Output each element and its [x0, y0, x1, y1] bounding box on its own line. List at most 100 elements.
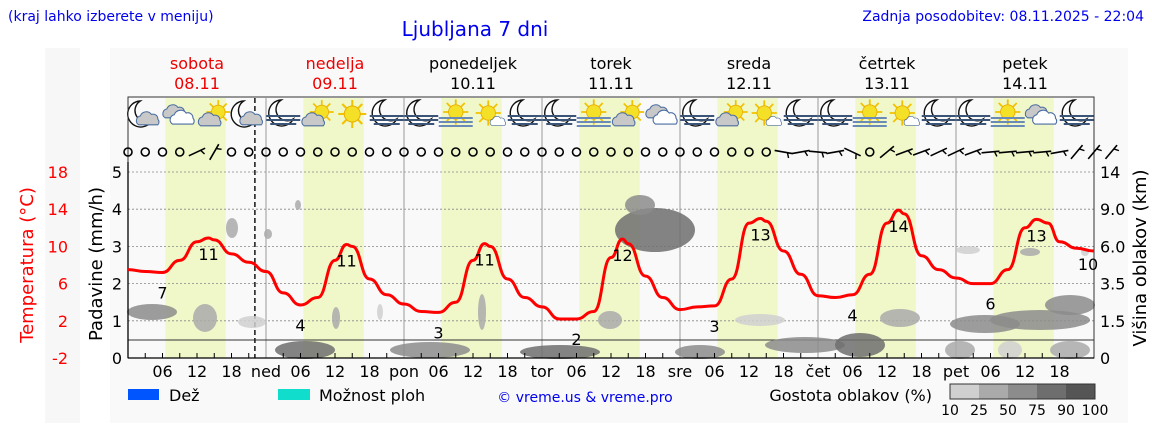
location-hint: (kraj lahko izberete v meniju)	[8, 9, 214, 25]
cloud-density-blob	[238, 316, 266, 328]
cloud-density-colorbar	[949, 383, 1096, 400]
wind-calm-icon	[364, 147, 375, 157]
legend-label-showers: Možnost ploh	[319, 386, 425, 405]
cloud-density-swatch	[1037, 384, 1066, 399]
wind-barb-icon	[1070, 144, 1085, 160]
cloud-density-tick: 10	[941, 403, 959, 419]
wind-calm-icon	[709, 147, 720, 157]
legend-swatch-rain	[128, 389, 159, 400]
wind-calm-icon	[537, 147, 547, 157]
cloud-density-blob	[478, 294, 486, 330]
x-day-label: tor	[531, 362, 554, 381]
cloud-density-swatch	[1008, 384, 1037, 399]
temp-label: 7	[157, 283, 167, 302]
cloud-density-label: Gostota oblakov (%)	[769, 386, 932, 405]
wind-calm-icon	[606, 147, 616, 157]
cloud-density-blob	[520, 345, 600, 359]
x-tick-label: 12	[739, 362, 759, 381]
wind-calm-icon	[295, 147, 306, 157]
wind-calm-icon	[347, 147, 358, 157]
wind-barb-icon	[808, 150, 828, 158]
wind-calm-icon	[416, 147, 427, 157]
wind-calm-icon	[140, 147, 151, 157]
day-date: 11.11	[588, 74, 634, 93]
cloud-density-blob	[990, 310, 1090, 330]
last-updated: Zadnja posodobitev: 08.11.2025 - 22:04	[862, 9, 1144, 25]
wind-calm-icon	[571, 147, 582, 157]
day-date: 13.11	[864, 74, 910, 93]
temp-axis-title: Temperatura (°C)	[17, 187, 38, 344]
day-date: 12.11	[726, 74, 772, 93]
cloud-density-tick: 25	[970, 403, 988, 419]
wind-barb-icon	[1104, 144, 1120, 160]
cloud-height-tick-label: 6.0	[1100, 237, 1125, 256]
x-tick-label: 18	[497, 362, 517, 381]
cloud-density-blob	[675, 345, 725, 359]
wind-barb-icon	[964, 148, 982, 156]
wind-calm-icon	[726, 147, 737, 157]
cloud-density-blob	[332, 307, 340, 329]
cloud-density-blob	[193, 304, 217, 332]
day-name: četrtek	[859, 54, 917, 73]
cloud-density-blob	[377, 304, 383, 320]
cloud-density-blob	[390, 342, 470, 358]
cloud-height-tick-label: 14	[1100, 163, 1120, 182]
x-tick-label: 18	[635, 362, 655, 381]
x-tick-label: 18	[911, 362, 931, 381]
cloud-density-blob	[226, 218, 238, 238]
cloud-density-blob	[765, 337, 845, 353]
cloud-density-blob	[264, 229, 272, 239]
wind-barb-icon	[774, 149, 793, 159]
copyright-link[interactable]: © vreme.us & vreme.pro	[497, 390, 672, 406]
x-tick-label: 12	[325, 362, 345, 381]
precip-tick-label: 3	[112, 237, 122, 256]
x-tick-label: 18	[1049, 362, 1069, 381]
day-name: sreda	[727, 54, 771, 73]
wind-calm-icon	[588, 147, 599, 157]
x-day-label: čet	[806, 362, 831, 381]
wind-barb-icon	[791, 149, 810, 157]
temp-label: 3	[709, 317, 719, 336]
temp-tick-label: 10	[48, 237, 68, 256]
temp-label: 11	[336, 252, 356, 271]
precip-tick-label: 5	[112, 163, 122, 182]
x-tick-label: 12	[1015, 362, 1035, 381]
cloud-density-blob	[1045, 295, 1095, 315]
wind-calm-icon	[243, 147, 254, 157]
cloud-density-blob	[945, 341, 975, 359]
x-tick-label: 06	[704, 362, 724, 381]
x-day-label: pet	[943, 362, 969, 381]
x-tick-label: 06	[980, 362, 1000, 381]
wind-calm-icon	[381, 147, 392, 157]
temperature-line	[127, 208, 1095, 321]
x-tick-label: 18	[221, 362, 241, 381]
wind-barb-icon	[981, 150, 1000, 157]
x-tick-label: 12	[187, 362, 207, 381]
legend-label-rain: Dež	[169, 386, 200, 405]
wind-calm-icon	[174, 147, 185, 157]
temp-label: 4	[847, 306, 857, 325]
cloud-density-blob	[275, 341, 335, 359]
day-date: 09.11	[312, 74, 358, 93]
cloud-density-blob	[880, 309, 920, 327]
cloud-height-tick-label: 1.5	[1100, 312, 1125, 331]
cloud-density-tick: 75	[1028, 403, 1046, 419]
cloud-height-axis-title: Višina oblakov (km)	[1130, 169, 1151, 346]
page-title: Ljubljana 7 dni	[402, 17, 549, 41]
cloud-density-blob	[1020, 248, 1040, 256]
x-tick-label: 06	[842, 362, 862, 381]
x-tick-label: 06	[428, 362, 448, 381]
day-date: 14.11	[1002, 74, 1048, 93]
wind-calm-icon	[744, 147, 754, 157]
wind-barb-icon	[1050, 149, 1069, 157]
cloud-density-blob	[956, 246, 980, 254]
x-tick-label: 06	[290, 362, 310, 381]
wind-barb-icon	[1033, 150, 1052, 157]
cloud-density-blob	[735, 314, 785, 326]
x-day-label: ned	[251, 362, 281, 381]
cloud-density-tick: 90	[1057, 403, 1075, 419]
wind-calm-icon	[623, 147, 634, 157]
cloud-density-blob	[835, 333, 885, 357]
wind-calm-icon	[554, 147, 565, 157]
